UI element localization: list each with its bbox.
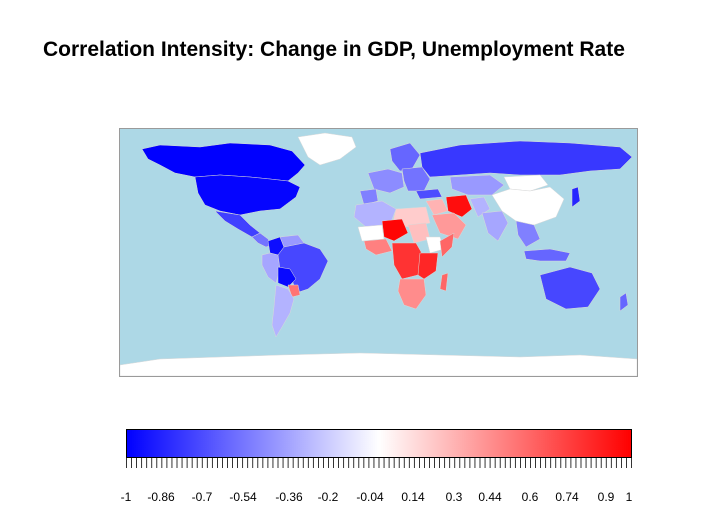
region-indonesia xyxy=(523,248,571,262)
region-russia xyxy=(419,140,633,178)
tick-label: -0.54 xyxy=(229,490,257,504)
region-bolivia xyxy=(277,266,297,288)
region-japan xyxy=(571,186,581,208)
region-middle-east xyxy=(425,198,449,216)
region-arabia xyxy=(431,212,467,240)
region-brazil xyxy=(277,242,329,294)
region-iran xyxy=(445,194,473,218)
region-kazakhstan xyxy=(449,174,505,196)
region-somalia xyxy=(439,232,455,258)
region-china xyxy=(491,186,565,226)
color-scale-ticks xyxy=(126,458,632,468)
region-pakistan xyxy=(469,196,491,218)
tick-label: 0.3 xyxy=(445,490,463,504)
region-australia xyxy=(539,266,601,310)
region-mexico xyxy=(214,210,261,238)
region-southeast-asia xyxy=(515,220,541,248)
tick-label: 0.44 xyxy=(478,490,502,504)
color-scale-bar xyxy=(126,429,632,458)
region-west-africa xyxy=(363,238,393,256)
tick-label: -0.7 xyxy=(191,490,213,504)
region-antarctica xyxy=(120,352,637,376)
tick-label: -0.86 xyxy=(147,490,175,504)
region-turkey xyxy=(415,188,443,200)
color-scale-labels: -1 -0.86 -0.7 -0.54 -0.36 -0.2 -0.04 0.1… xyxy=(0,490,710,506)
world-map xyxy=(119,128,638,377)
region-east-africa xyxy=(417,252,439,280)
tick-label: -0.2 xyxy=(317,490,339,504)
tick-label: -0.36 xyxy=(275,490,303,504)
tick-label: -1 xyxy=(120,490,132,504)
tick-label: 0.9 xyxy=(597,490,615,504)
region-sahel-west xyxy=(357,224,385,242)
tick-label: 0.6 xyxy=(521,490,539,504)
region-india xyxy=(481,210,509,242)
region-mongolia xyxy=(503,174,549,192)
tick-label: -0.04 xyxy=(356,490,384,504)
tick-label: 0.14 xyxy=(401,490,425,504)
region-new-zealand xyxy=(619,292,629,312)
tick-label: 1 xyxy=(625,490,633,504)
region-iberia xyxy=(359,188,379,206)
region-peru xyxy=(261,252,281,284)
region-united-states xyxy=(194,174,301,216)
region-argentina xyxy=(271,284,295,338)
region-greenland xyxy=(297,132,357,166)
region-southern-africa xyxy=(397,278,427,310)
world-map-svg xyxy=(120,132,637,376)
chart-title: Correlation Intensity: Change in GDP, Un… xyxy=(43,38,625,61)
region-madagascar xyxy=(439,272,449,292)
region-scandinavia xyxy=(389,142,421,172)
region-niger-chad xyxy=(381,218,409,242)
tick-label: 0.74 xyxy=(555,490,579,504)
